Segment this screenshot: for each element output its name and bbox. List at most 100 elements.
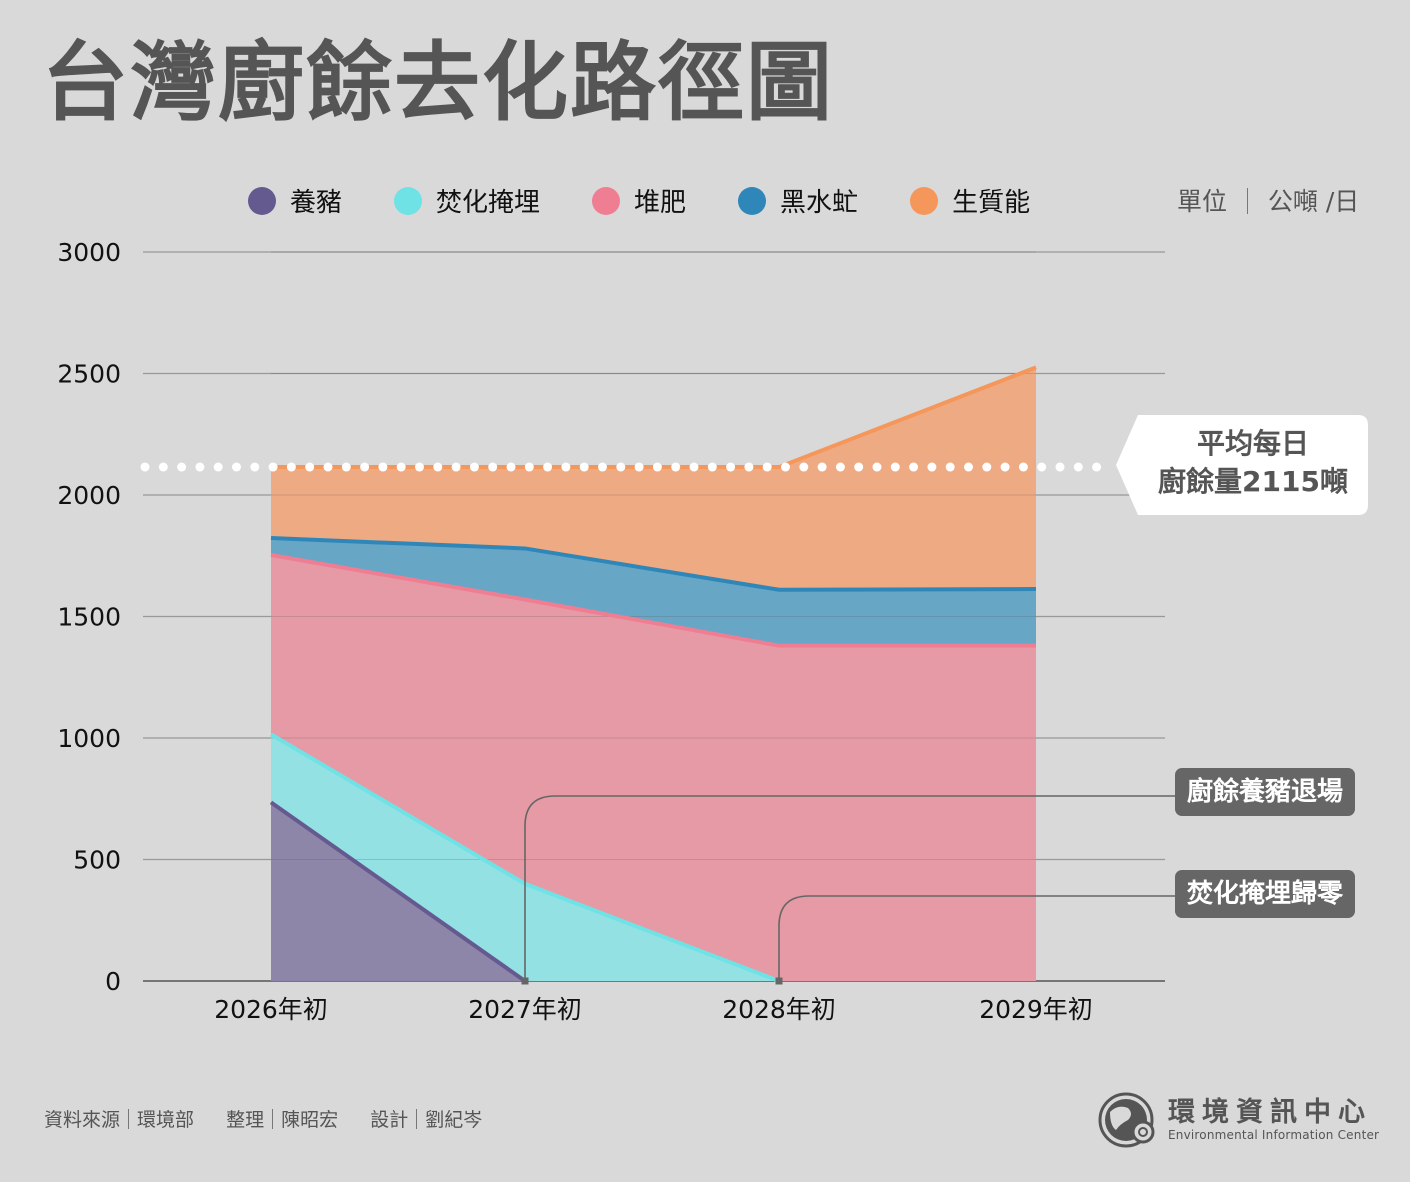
reference-dot <box>817 462 827 472</box>
reference-dot <box>1000 462 1010 472</box>
legend-item: 黑水虻 <box>738 182 858 219</box>
design-label: 設計 <box>370 1109 409 1131</box>
reference-dot <box>158 462 168 472</box>
logo: 環境資訊中心 Environmental Information Center <box>1098 1090 1379 1150</box>
reference-dot <box>543 462 553 472</box>
design-value: 劉紀岑 <box>425 1109 483 1131</box>
editor-value: 陳昭宏 <box>281 1109 339 1131</box>
line-養豬 <box>269 800 527 983</box>
reference-dot <box>781 462 790 472</box>
reference-dot <box>469 462 479 472</box>
callout-line-2: 廚餘量2115噸 <box>1158 465 1348 498</box>
reference-dot <box>689 462 699 472</box>
reference-dot <box>927 462 937 472</box>
chart-legend: 養豬 焚化掩埋 堆肥 黑水虻 生質能 <box>248 182 1082 219</box>
unit-value: 公噸 /日 <box>1267 187 1360 216</box>
reference-dot <box>909 462 919 472</box>
area-養豬 <box>271 802 1036 981</box>
reference-dot <box>433 462 443 472</box>
annotation-connector-pig <box>524 795 1178 981</box>
reference-dot <box>890 462 900 472</box>
reference-dot <box>360 462 370 472</box>
legend-item: 生質能 <box>910 182 1030 219</box>
area-生質能 <box>271 367 1036 590</box>
reference-dot <box>341 462 351 472</box>
legend-label: 生質能 <box>952 188 1031 218</box>
reference-dot <box>140 462 150 472</box>
area-堆肥 <box>271 555 1036 981</box>
legend-swatch <box>738 186 767 215</box>
annotation-pig-exit: 廚餘養豬退場 <box>1175 768 1356 816</box>
reference-dot <box>524 462 534 472</box>
page-title: 台灣廚餘去化路徑圖 <box>42 33 834 133</box>
reference-dot <box>799 462 809 472</box>
reference-dot <box>945 462 955 472</box>
average-callout: 平均每日 廚餘量2115噸 <box>1116 415 1368 515</box>
area-黑水虻 <box>271 538 1036 646</box>
legend-label: 養豬 <box>290 188 343 218</box>
legend-swatch <box>394 186 423 215</box>
callout-line-1: 平均每日 <box>1196 427 1309 460</box>
source-label: 資料來源 <box>44 1109 121 1131</box>
annotation-connector-pig-marker <box>521 977 529 985</box>
annotation-connector-incineration-marker <box>775 977 783 985</box>
area-焚化掩埋 <box>271 734 1036 981</box>
line-黑水虻 <box>270 536 1037 592</box>
y-tick-label: 1500 <box>57 603 121 632</box>
legend-swatch <box>592 186 621 215</box>
reference-dot <box>268 462 278 472</box>
reference-dot <box>451 462 461 472</box>
y-tick-label: 3000 <box>57 238 121 267</box>
unit-label-text: 單位 <box>1177 187 1228 216</box>
reference-dot <box>378 462 388 472</box>
legend-swatch <box>910 186 939 215</box>
reference-dot <box>488 462 498 472</box>
reference-dot <box>1073 462 1083 472</box>
y-tick-label: 2500 <box>57 360 121 389</box>
reference-dot <box>561 462 571 472</box>
reference-dot <box>726 462 736 472</box>
reference-dot <box>1018 462 1028 472</box>
reference-dot <box>616 462 626 472</box>
reference-dot <box>671 462 681 472</box>
legend-swatch <box>248 186 276 215</box>
reference-dot <box>652 462 662 472</box>
reference-dot <box>707 462 717 472</box>
legend-item: 堆肥 <box>592 182 686 219</box>
editor-label: 整理 <box>226 1109 265 1131</box>
y-tick-label: 2000 <box>57 481 121 510</box>
annotation-connector-incineration <box>778 895 1178 981</box>
reference-dot <box>744 462 754 472</box>
reference-dot <box>177 462 187 472</box>
reference-dot <box>305 462 315 472</box>
x-tick-label: 2029年初 <box>979 995 1093 1024</box>
reference-dot <box>213 462 223 472</box>
y-tick-label: 0 <box>105 967 121 996</box>
legend-item: 養豬 <box>248 182 342 219</box>
legend-item: 焚化掩埋 <box>394 182 540 219</box>
x-tick-label: 2026年初 <box>214 995 328 1024</box>
logo-name-en: Environmental Information Center <box>1168 1128 1380 1142</box>
y-tick-label: 1000 <box>57 724 121 753</box>
line-堆肥 <box>270 553 1036 648</box>
reference-dot <box>323 462 333 472</box>
reference-dot <box>579 462 589 472</box>
x-tick-label: 2027年初 <box>468 995 582 1024</box>
reference-dot <box>964 462 973 472</box>
reference-dot <box>872 462 882 472</box>
reference-dot <box>854 462 864 472</box>
reference-dot <box>598 462 607 472</box>
reference-dot <box>762 462 772 472</box>
reference-dot <box>1092 462 1102 472</box>
logo-name-cn: 環境資訊中心 <box>1168 1097 1372 1128</box>
unit-label: 單位 公噸 /日 <box>1177 182 1359 218</box>
reference-dot <box>1055 462 1065 472</box>
reference-dot <box>250 462 260 472</box>
reference-dot <box>506 462 516 472</box>
reference-dot <box>1037 462 1047 472</box>
legend-label: 堆肥 <box>634 188 687 218</box>
reference-dot <box>982 462 992 472</box>
legend-label: 焚化掩埋 <box>436 188 541 218</box>
reference-dot <box>835 462 845 472</box>
